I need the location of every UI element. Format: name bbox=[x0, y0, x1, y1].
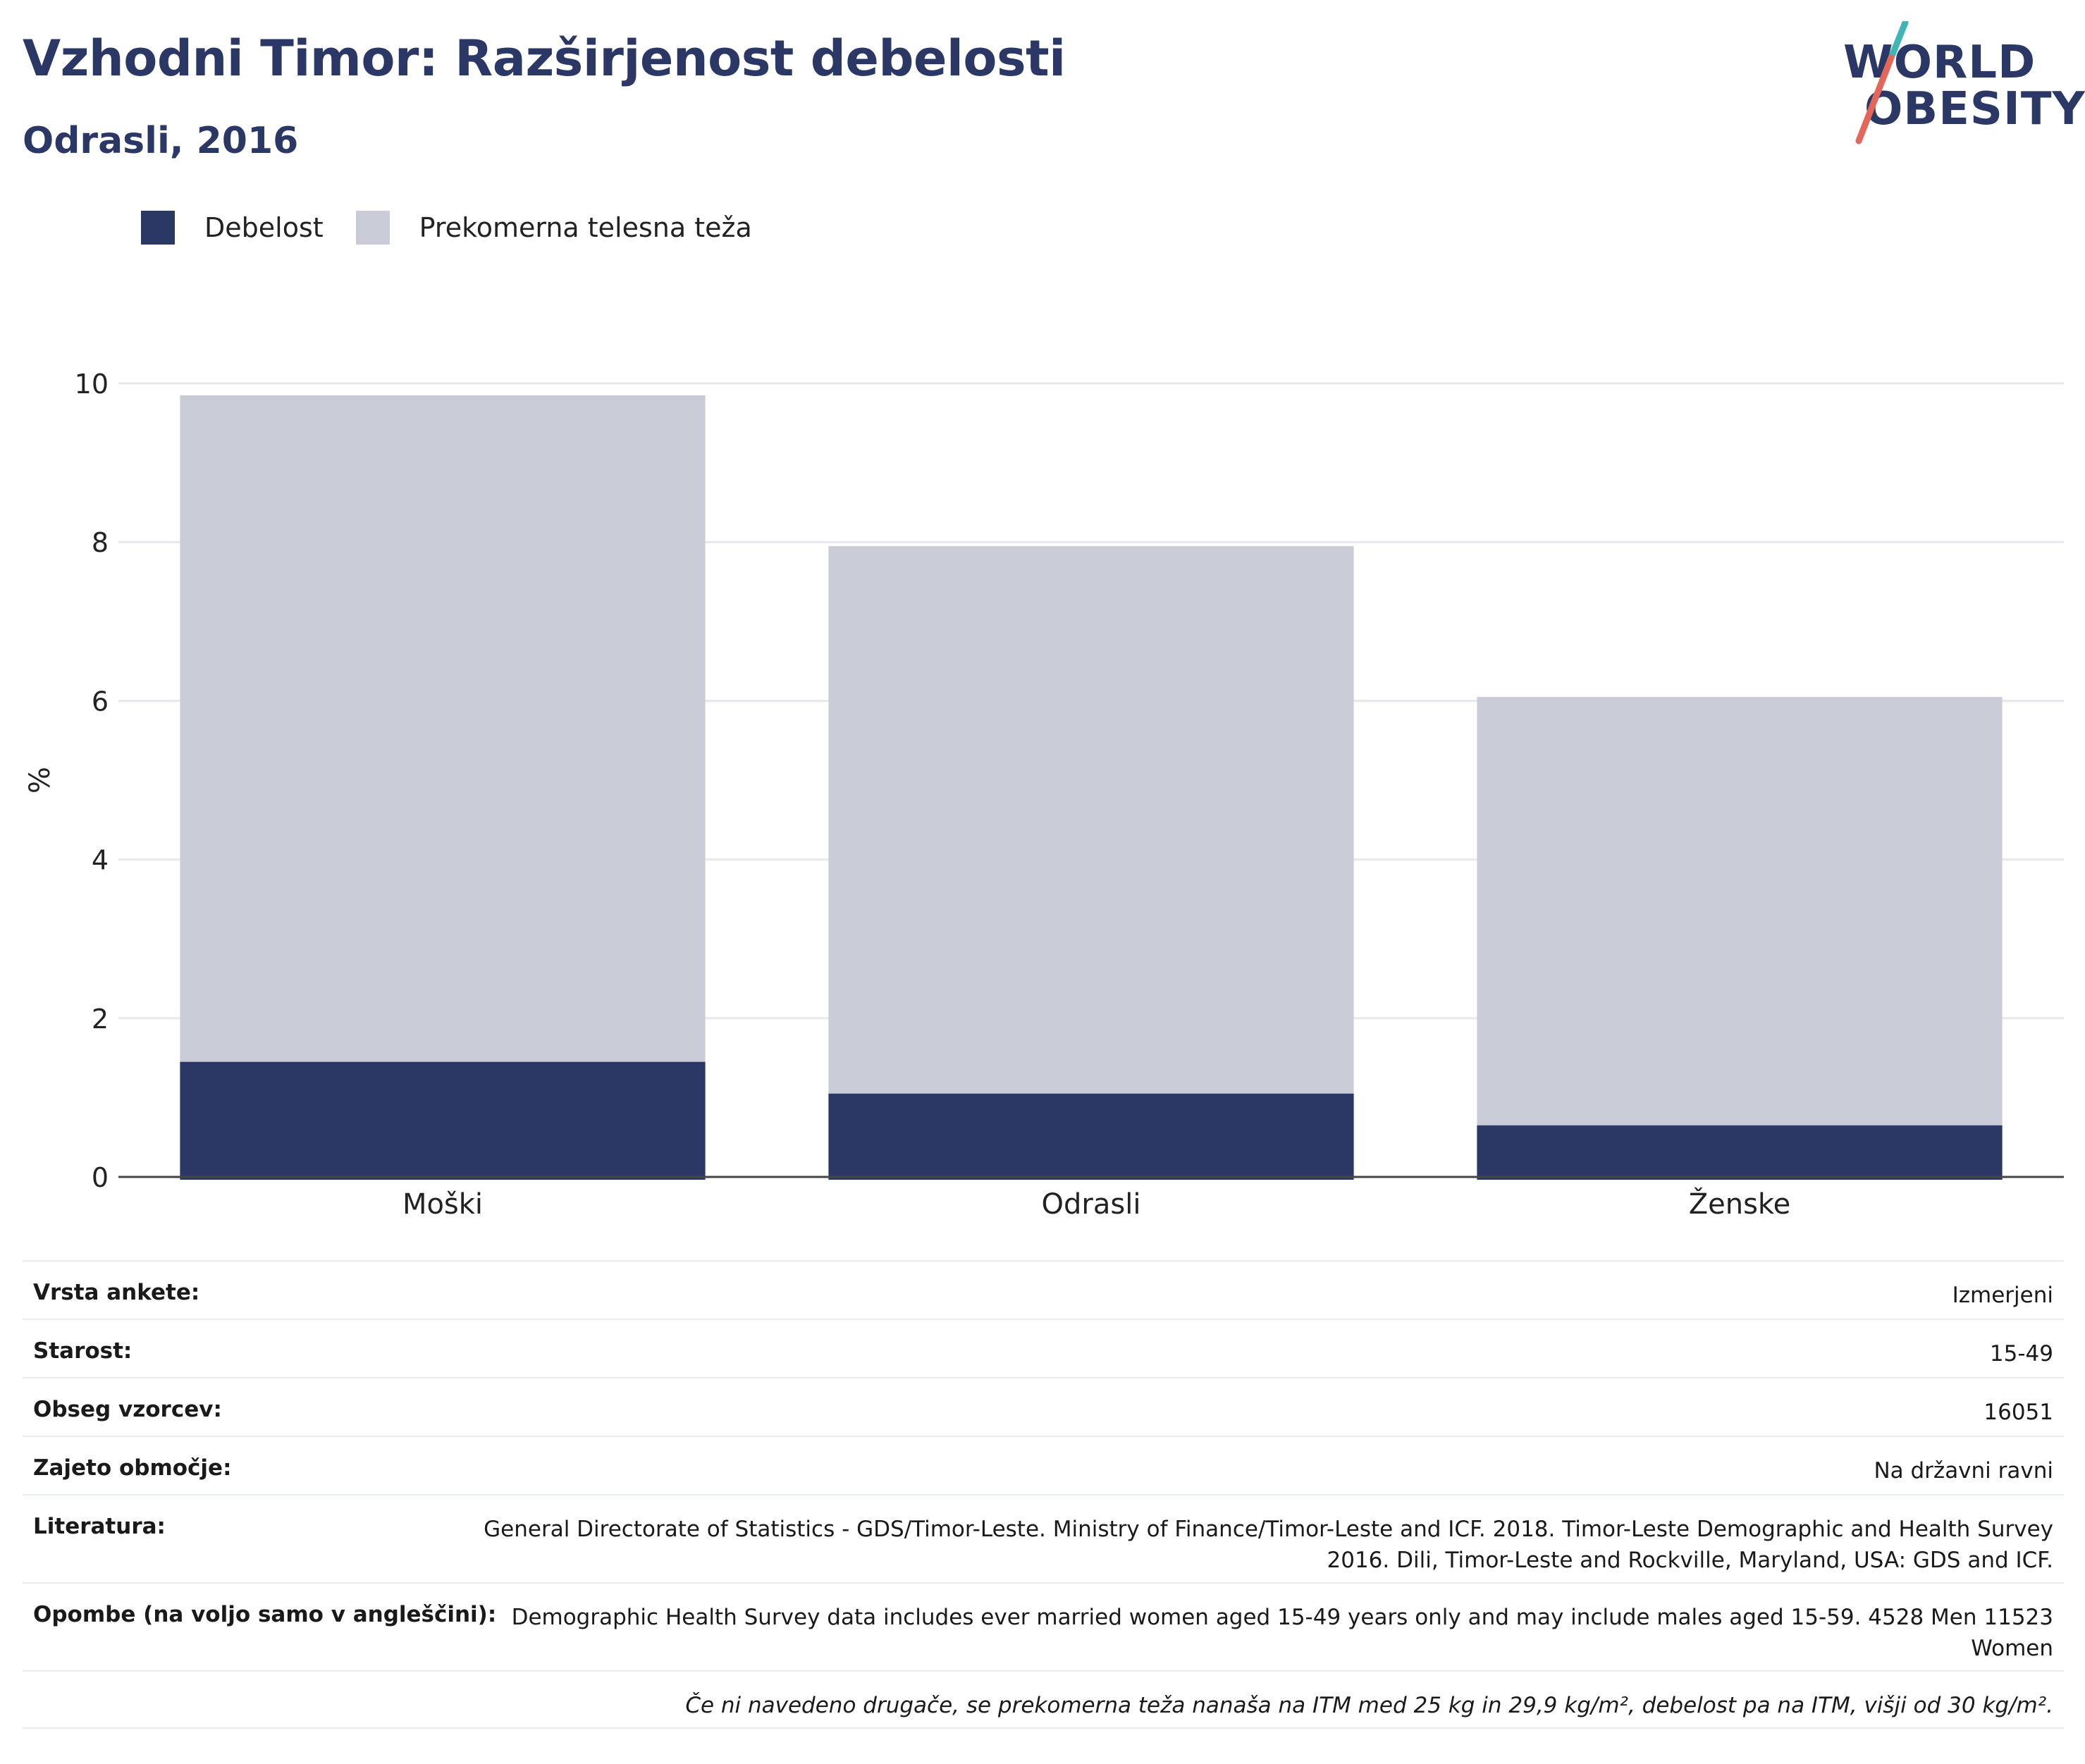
y-tick-label: 0 bbox=[92, 1162, 109, 1193]
table-row: Starost: 15-49 bbox=[23, 1319, 2064, 1377]
table-row: Literatura: General Directorate of Stati… bbox=[23, 1494, 2064, 1582]
legend-item-overweight[interactable]: Prekomerna telesna teža bbox=[355, 211, 752, 245]
y-tick-label: 2 bbox=[92, 1004, 109, 1035]
bar-overweight bbox=[828, 545, 1354, 1180]
y-tick-label: 8 bbox=[92, 527, 109, 558]
x-tick-label: Ženske bbox=[1689, 1187, 1791, 1221]
chart-subtitle: Odrasli, 2016 bbox=[23, 120, 299, 162]
chart-title: Vzhodni Timor: Razširjenost debelosti bbox=[23, 30, 1066, 87]
row-value: 15-49 bbox=[1989, 1341, 2053, 1367]
y-tick-label: 4 bbox=[92, 845, 109, 876]
world-obesity-logo: WORLD OBESITY bbox=[1843, 21, 2085, 148]
logo-line-1: WORLD bbox=[1843, 37, 2036, 89]
row-value: Demographic Health Survey data includes … bbox=[511, 1605, 2053, 1661]
row-key: Obseg vzorcev: bbox=[33, 1397, 222, 1422]
y-tick-label: 10 bbox=[75, 369, 109, 400]
footnote-row: Če ni navedeno drugače, se prekomerna te… bbox=[23, 1670, 2064, 1729]
bar-chart: 0 2 4 6 8 10% Moški Odrasli Ženske bbox=[24, 369, 2064, 1221]
row-value: 16051 bbox=[1983, 1400, 2053, 1425]
row-key: Vrsta ankete: bbox=[33, 1280, 200, 1305]
legend: Debelost Prekomerna telesna teža bbox=[141, 210, 785, 245]
row-key: Opombe (na voljo samo v angleščini): bbox=[33, 1602, 497, 1627]
y-tick-label: 6 bbox=[92, 686, 109, 717]
footnote: Če ni navedeno drugače, se prekomerna te… bbox=[685, 1693, 2053, 1718]
table-row: Zajeto območje: Na državni ravni bbox=[23, 1436, 2064, 1494]
legend-label-obesity: Debelost bbox=[204, 212, 324, 243]
legend-swatch-obesity bbox=[141, 211, 175, 245]
bar-overweight bbox=[180, 395, 706, 1180]
legend-item-obesity[interactable]: Debelost bbox=[141, 211, 324, 245]
row-value: General Directorate of Statistics - GDS/… bbox=[484, 1517, 2053, 1573]
row-key: Literatura: bbox=[33, 1514, 166, 1539]
table-row: Obseg vzorcev: 16051 bbox=[23, 1377, 2064, 1436]
table-row: Opombe (na voljo samo v angleščini): Dem… bbox=[23, 1582, 2064, 1670]
row-key: Starost: bbox=[33, 1338, 133, 1364]
logo-line-2: OBESITY bbox=[1864, 83, 2085, 135]
legend-label-overweight: Prekomerna telesna teža bbox=[419, 212, 752, 243]
bar-obesity bbox=[828, 1093, 1354, 1180]
logo-slash-icon bbox=[1855, 21, 1909, 144]
x-tick-label: Moški bbox=[402, 1188, 483, 1221]
row-value: Na državni ravni bbox=[1874, 1458, 2053, 1484]
bar-overweight bbox=[1477, 696, 2003, 1180]
row-key: Zajeto območje: bbox=[33, 1455, 232, 1481]
y-axis-label: % bbox=[24, 767, 56, 794]
bar-obesity bbox=[1477, 1125, 2003, 1180]
survey-info-table: Vrsta ankete: Izmerjeni Starost: 15-49 O… bbox=[23, 1260, 2064, 1729]
table-row: Vrsta ankete: Izmerjeni bbox=[23, 1260, 2064, 1319]
legend-swatch-overweight bbox=[355, 211, 390, 245]
row-value: Izmerjeni bbox=[1952, 1283, 2053, 1308]
bar-obesity bbox=[180, 1061, 706, 1180]
x-tick-label: Odrasli bbox=[1042, 1188, 1141, 1221]
